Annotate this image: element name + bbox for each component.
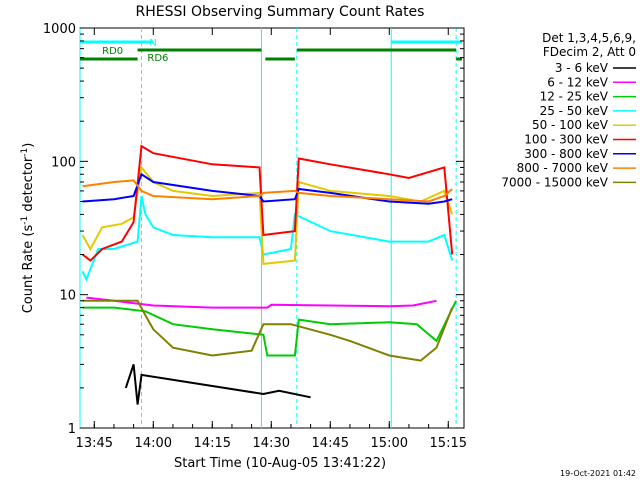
- x-axis-label: Start Time (10-Aug-05 13:41:22): [174, 456, 386, 471]
- y-tick-label-1: 1: [68, 422, 76, 437]
- x-tick-label-7: 15:15: [430, 436, 467, 451]
- y-axis-label: Count Rate (s-1 detector-1): [20, 143, 36, 314]
- series-line-3: [82, 300, 457, 357]
- y-tick-label-3: 100: [51, 155, 76, 170]
- x-tick-label-6: 15:00: [371, 436, 408, 451]
- x-tick-label-2: 14:00: [135, 436, 172, 451]
- legend: Det 1,3,4,5,6,9, FDecim 2, Att 0 3 - 6 k…: [501, 31, 636, 189]
- legend-label-7: 300 - 800 keV: [524, 147, 608, 161]
- x-tick-label-1: 13:45: [76, 436, 113, 451]
- legend-label-8: 800 - 7000 keV: [517, 161, 609, 175]
- series-line-8: [82, 179, 453, 203]
- x-tick-label-5: 14:45: [312, 436, 349, 451]
- series-lines: [81, 144, 457, 405]
- legend-header-line-2: FDecim 2, Att 0: [543, 45, 636, 59]
- plot-frame: [79, 27, 465, 429]
- legend-label-6: 100 - 300 keV: [524, 133, 608, 147]
- series-line-2: [86, 296, 437, 309]
- legend-label-5: 50 - 100 keV: [532, 118, 609, 132]
- vertical-markers: [79, 28, 457, 428]
- y-axis: 1 10 100 1000: [43, 22, 464, 437]
- legend-label-2: 6 - 12 keV: [547, 75, 609, 89]
- y-tick-label-2: 10: [59, 289, 76, 304]
- annotation-bars: N RD0 RD6: [80, 38, 463, 64]
- bar-label-rd6: RD6: [147, 53, 168, 64]
- x-axis: 13:45 14:00 14:15 14:30 14:45 15:00 15:15: [76, 28, 467, 451]
- legend-label-9: 7000 - 15000 keV: [501, 175, 608, 189]
- series-line-9: [82, 299, 454, 362]
- plot-area: N RD0 RD6 13:45 14:00 14:15 14:30 14:45 15:00 15…: [43, 22, 467, 451]
- series-line-4: [81, 195, 454, 283]
- series-line-7: [82, 172, 453, 205]
- x-tick-label-3: 14:15: [194, 436, 231, 451]
- legend-label-3: 12 - 25 keV: [540, 90, 609, 104]
- bar-label-rd0: RD0: [102, 46, 123, 57]
- y-tick-label-4: 1000: [43, 22, 76, 37]
- legend-label-4: 25 - 50 keV: [540, 104, 609, 118]
- generation-timestamp: 19-Oct-2021 01:42: [560, 469, 636, 478]
- legend-header-line-1: Det 1,3,4,5,6,9,: [542, 31, 636, 45]
- bar-label-n: N: [149, 38, 156, 49]
- x-tick-label-4: 14:30: [253, 436, 290, 451]
- series-line-6: [81, 144, 454, 262]
- chart-title: RHESSI Observing Summary Count Rates: [136, 4, 425, 20]
- series-line-1: [124, 364, 311, 405]
- legend-label-1: 3 - 6 keV: [555, 61, 609, 75]
